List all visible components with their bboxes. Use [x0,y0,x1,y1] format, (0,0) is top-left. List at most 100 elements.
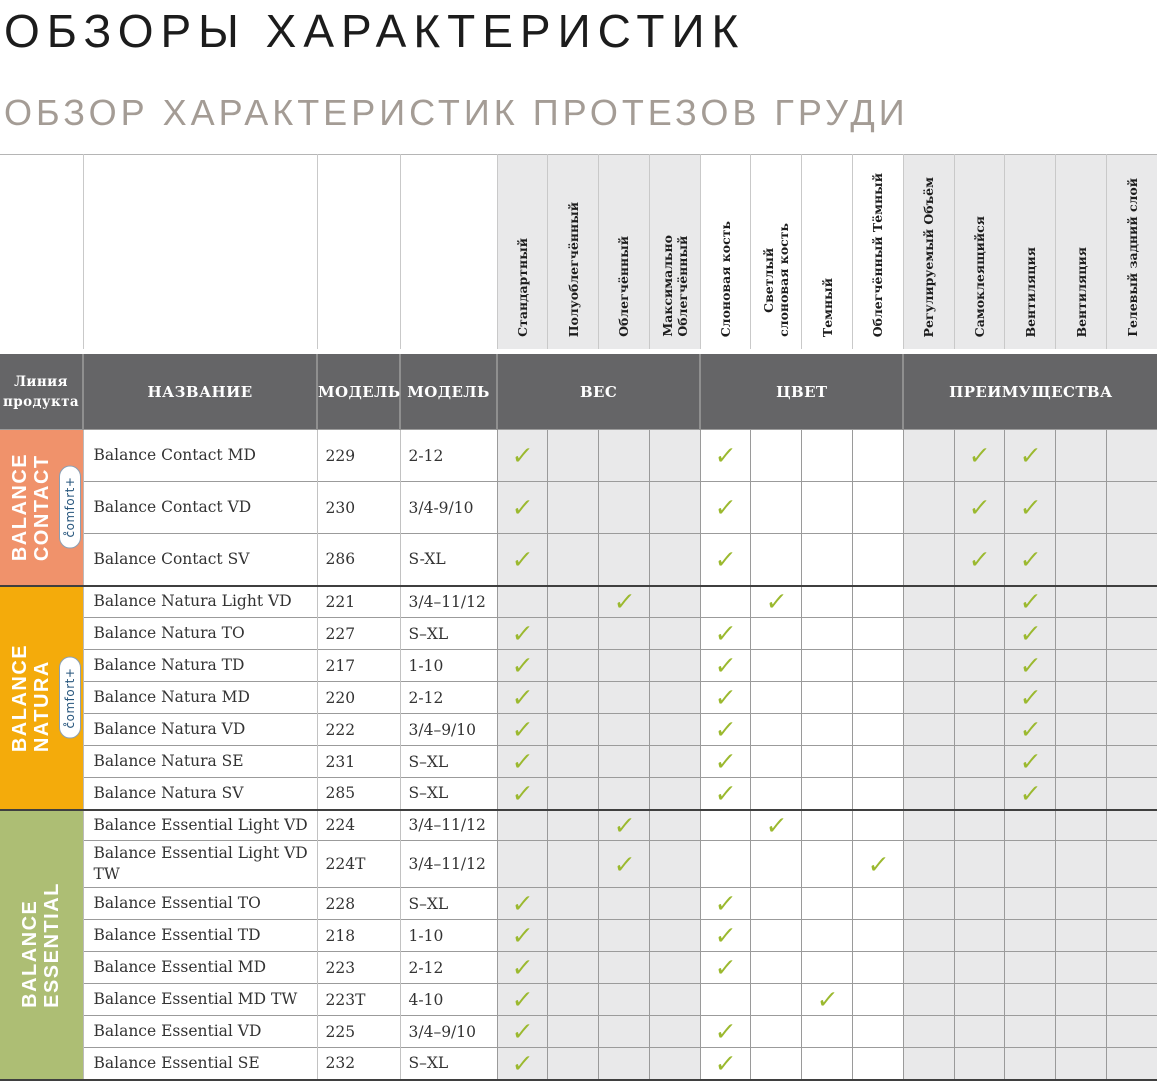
feature-cell [1106,533,1157,586]
check-icon: ✓ [510,493,535,522]
model-number-cell: 286 [316,533,400,586]
feature-cell: ✓ [699,481,751,534]
feature-cell [547,713,599,746]
feature-cell [1106,429,1157,482]
feature-cell [1055,1015,1107,1048]
feature-cell [648,649,701,682]
check-icon: ✓ [713,544,738,574]
feature-cell: ✓ [699,951,751,984]
feature-cell [750,1015,802,1048]
feature-cell [648,681,701,714]
check-icon: ✓ [611,810,636,840]
check-icon: ✓ [611,587,636,617]
feature-cell: ✓ [496,429,548,482]
column-header-standard: Стандартный [496,154,548,354]
table-row: Balance Natura TD 217 1-10 ✓ ✓ ✓ [0,649,1157,682]
feature-cell [648,919,701,952]
table-row: Balance Natura TO 227 S–XL ✓ ✓ ✓ [0,617,1157,650]
check-icon: ✓ [510,1048,535,1078]
feature-cell: ✓ [1004,584,1056,618]
model-size-cell: 3/4–11/12 [399,840,497,888]
column-header-adjustable-volume: Регулируемый Объём [902,154,955,354]
feature-cell [547,681,599,714]
feature-cell: ✓ [1004,617,1056,650]
feature-cell [801,840,853,888]
feature-cell [852,681,904,714]
feature-cell [547,617,599,650]
table-row: Balance Essential Light VD TW 224T 3/4–11/… [0,840,1157,888]
feature-cell: ✓ [750,584,802,618]
feature-cell [1055,951,1107,984]
feature-cell [598,919,650,952]
table-row: Balance Essential MD 223 2-12 ✓ ✓ [0,951,1157,984]
table-row: BALANCE ESSENTIAL Balance Essential Light… [0,808,1157,1080]
product-line-balance-contact: BALANCE CONTACT c̊omfort+ [0,429,84,586]
feature-cell [953,681,1005,714]
feature-cell [547,887,599,920]
table-row: Balance Natura SE 231 S–XL ✓ ✓ ✓ [0,745,1157,778]
feature-cell [648,533,701,586]
feature-cell [852,584,904,618]
feature-cell [801,777,853,810]
check-icon: ✓ [967,493,992,522]
feature-cell [699,808,751,841]
feature-cell: ✓ [496,681,548,714]
feature-cell [1004,951,1056,984]
model-size-cell: S–XL [399,887,497,920]
table-row: Balance Essential VD 225 3/4–9/10 ✓ ✓ [0,1015,1157,1048]
product-name-cell: Balance Essential SE [82,1047,317,1080]
table-row: Balance Natura MD 220 2-12 ✓ ✓ ✓ [0,681,1157,714]
feature-cell [902,481,955,534]
feature-cell [547,951,599,984]
feature-cell [598,681,650,714]
feature-cell: ✓ [953,533,1005,586]
feature-cell [852,617,904,650]
feature-cell [750,951,802,984]
feature-cell [699,840,751,888]
check-icon: ✓ [1018,683,1043,712]
feature-cell [902,1015,955,1048]
check-icon: ✓ [815,985,840,1014]
product-name-cell: Balance Essential Light VD TW [82,840,317,888]
feature-cell [547,777,599,810]
feature-cell [598,1047,650,1080]
feature-cell [801,919,853,952]
model-size-cell: S-XL [399,533,497,586]
feature-cell [953,584,1005,618]
model-number-cell: 231 [316,745,400,778]
feature-cell [801,1047,853,1080]
feature-cell [902,429,955,482]
feature-cell [598,617,650,650]
feature-cell: ✓ [496,919,548,952]
feature-cell [852,1015,904,1048]
feature-cell: ✓ [496,533,548,586]
feature-cell: ✓ [699,649,751,682]
model-size-cell: S–XL [399,1047,497,1080]
feature-cell [902,649,955,682]
feature-cell: ✓ [1004,713,1056,746]
column-header-self-adhesive: Самоклеящийся [953,154,1005,354]
feature-cell [953,1047,1005,1080]
comfort-plus-badge: c̊omfort+ [58,465,81,549]
feature-cell: ✓ [1004,533,1056,586]
feature-cell [801,745,853,778]
product-line-label: BALANCE ESSENTIAL [19,881,64,1008]
product-name-cell: Balance Essential Light VD [82,808,317,841]
check-icon: ✓ [713,715,738,744]
product-name-cell: Balance Contact SV [82,533,317,586]
feature-cell [598,429,650,482]
feature-cell [1106,777,1157,810]
feature-cell [1106,745,1157,778]
feature-cell [1004,1047,1056,1080]
feature-cell [801,951,853,984]
feature-cell [750,481,802,534]
model-number-cell: 225 [316,1015,400,1048]
header-color-group: ЦВЕТ [699,351,904,430]
characteristics-table: Стандартный Полуоблегчённый Облегчённый … [0,154,1157,1081]
model-size-cell: 2-12 [399,951,497,984]
feature-cell [1055,745,1107,778]
feature-cell [801,887,853,920]
product-line-label: BALANCE CONTACT [8,453,53,562]
feature-cell: ✓ [496,777,548,810]
feature-cell [902,919,955,952]
